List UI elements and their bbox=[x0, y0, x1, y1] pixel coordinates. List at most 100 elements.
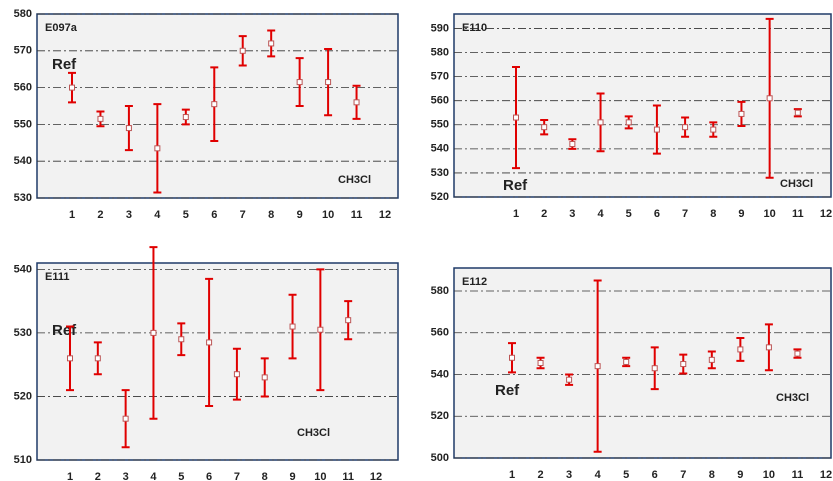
mean-marker bbox=[150, 329, 157, 336]
mean-marker bbox=[317, 326, 324, 333]
y-tick-label: 550 bbox=[431, 119, 449, 131]
y-tick-label: 550 bbox=[14, 118, 32, 130]
x-tick-label: 1 bbox=[69, 209, 75, 221]
x-tick-label: 4 bbox=[597, 208, 604, 220]
mean-marker bbox=[766, 95, 773, 102]
mean-marker bbox=[651, 365, 658, 372]
mean-marker bbox=[97, 115, 104, 122]
y-tick-label: 510 bbox=[14, 454, 32, 466]
x-tick-label: 9 bbox=[738, 208, 744, 220]
mean-marker bbox=[710, 126, 717, 133]
ref-label: Ref bbox=[52, 56, 77, 73]
y-tick-label: 540 bbox=[431, 143, 449, 155]
y-tick-label: 570 bbox=[14, 45, 32, 57]
mean-marker bbox=[125, 125, 132, 132]
x-tick-label: 5 bbox=[623, 469, 629, 481]
y-tick-label: 500 bbox=[431, 452, 449, 464]
mean-marker bbox=[353, 99, 360, 106]
x-tick-label: 7 bbox=[240, 209, 246, 221]
x-tick-label: 9 bbox=[737, 469, 743, 481]
x-tick-label: 5 bbox=[626, 208, 632, 220]
mean-marker bbox=[268, 40, 275, 47]
mean-marker bbox=[345, 317, 352, 324]
y-tick-label: 520 bbox=[14, 390, 32, 402]
mean-marker bbox=[537, 360, 544, 366]
x-tick-label: 6 bbox=[654, 208, 660, 220]
mean-marker bbox=[296, 79, 303, 86]
x-tick-label: 4 bbox=[154, 209, 161, 221]
mean-marker bbox=[597, 119, 604, 126]
y-tick-label: 560 bbox=[431, 327, 449, 339]
x-tick-label: 12 bbox=[370, 471, 382, 481]
mean-marker bbox=[737, 346, 744, 353]
mean-marker bbox=[569, 141, 576, 148]
mean-marker bbox=[794, 350, 801, 357]
x-tick-label: 11 bbox=[792, 208, 804, 220]
mean-marker bbox=[178, 336, 185, 343]
x-tick-label: 3 bbox=[123, 471, 129, 481]
x-tick-label: 2 bbox=[537, 469, 543, 481]
y-tick-label: 530 bbox=[14, 192, 32, 204]
plot-area bbox=[36, 13, 399, 199]
mean-marker bbox=[154, 145, 161, 152]
mean-marker bbox=[513, 114, 519, 121]
x-tick-label: 10 bbox=[764, 208, 776, 220]
mean-marker bbox=[566, 376, 573, 383]
mean-marker bbox=[682, 124, 689, 131]
y-tick-label: 530 bbox=[431, 167, 449, 179]
x-tick-label: 6 bbox=[206, 471, 212, 481]
x-tick-label: 8 bbox=[262, 471, 268, 481]
chart-title: E097a bbox=[45, 22, 78, 34]
x-tick-label: 11 bbox=[351, 209, 363, 221]
compound-label: CH3Cl bbox=[780, 178, 813, 190]
x-tick-label: 9 bbox=[297, 209, 303, 221]
x-tick-label: 11 bbox=[792, 469, 804, 481]
y-tick-label: 580 bbox=[14, 8, 32, 20]
x-tick-label: 8 bbox=[268, 209, 274, 221]
mean-marker bbox=[206, 339, 213, 346]
ref-label: Ref bbox=[52, 322, 77, 339]
mean-marker bbox=[738, 110, 745, 117]
x-tick-label: 9 bbox=[289, 471, 295, 481]
mean-marker bbox=[625, 119, 632, 126]
y-tick-label: 530 bbox=[14, 327, 32, 339]
y-tick-label: 520 bbox=[431, 191, 449, 203]
mean-marker bbox=[765, 344, 772, 351]
y-tick-label: 560 bbox=[431, 95, 449, 107]
mean-marker bbox=[261, 374, 268, 381]
compound-label: CH3Cl bbox=[297, 427, 330, 439]
x-tick-label: 11 bbox=[342, 471, 354, 481]
mean-marker bbox=[233, 371, 240, 378]
mean-marker bbox=[122, 415, 129, 422]
plot-area bbox=[453, 267, 832, 459]
mean-marker bbox=[69, 84, 75, 91]
y-tick-label: 580 bbox=[431, 46, 449, 58]
chart-title: E111 bbox=[45, 271, 69, 283]
plot-area bbox=[36, 262, 399, 461]
x-tick-label: 1 bbox=[513, 208, 519, 220]
x-tick-label: 6 bbox=[652, 469, 658, 481]
y-tick-label: 520 bbox=[431, 410, 449, 422]
x-tick-label: 7 bbox=[680, 469, 686, 481]
mean-marker bbox=[680, 361, 687, 368]
mean-marker bbox=[94, 355, 101, 362]
mean-marker bbox=[289, 323, 296, 330]
x-tick-label: 10 bbox=[763, 469, 775, 481]
x-tick-label: 4 bbox=[595, 469, 602, 481]
mean-marker bbox=[182, 114, 189, 121]
mean-marker bbox=[325, 79, 332, 86]
mean-marker bbox=[509, 354, 515, 361]
ref-label: Ref bbox=[503, 177, 528, 194]
x-tick-label: 3 bbox=[126, 209, 132, 221]
x-tick-label: 8 bbox=[709, 469, 715, 481]
plot-area bbox=[453, 13, 832, 198]
x-tick-label: 3 bbox=[566, 469, 572, 481]
mean-marker bbox=[67, 355, 73, 362]
x-tick-label: 12 bbox=[379, 209, 391, 221]
x-tick-label: 7 bbox=[682, 208, 688, 220]
x-tick-label: 12 bbox=[820, 208, 832, 220]
x-tick-label: 2 bbox=[95, 471, 101, 481]
x-tick-label: 1 bbox=[509, 469, 515, 481]
